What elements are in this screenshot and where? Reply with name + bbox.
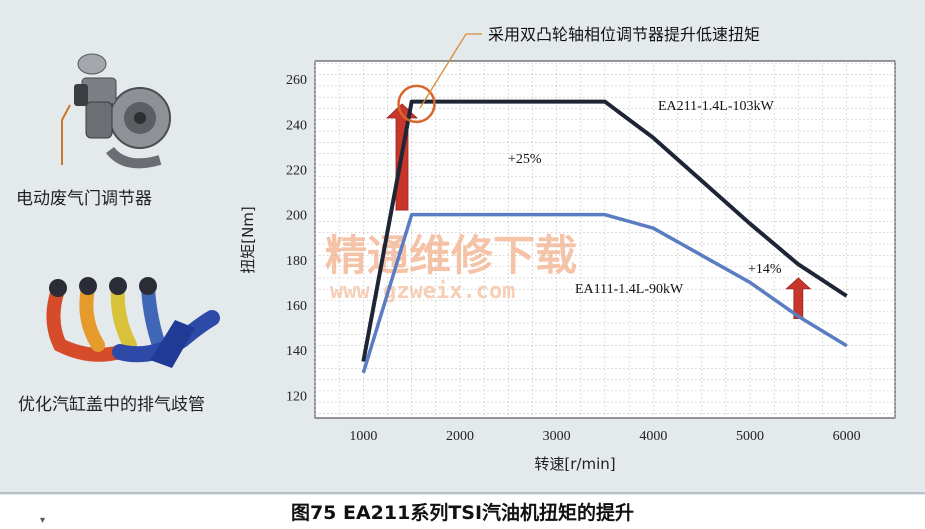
x-tick-label: 6000: [833, 429, 861, 444]
watermark-text: 精通维修下载: [325, 231, 577, 280]
highlight-circle: [397, 84, 436, 124]
label-wastegate-actuator: 电动废气门调节器: [16, 189, 152, 209]
series-lines: [361, 99, 848, 374]
increase-label-25: +25%: [508, 152, 542, 167]
series-label-ea211: EA211-1.4L-103kW: [658, 99, 775, 114]
watermark-url: www.gzweix.com: [330, 279, 515, 304]
annotation-text: 采用双凸轮轴相位调节器提升低速扭矩: [488, 25, 760, 44]
panel-divider: [0, 492, 925, 494]
y-tick-labels: 120 140 160 180 200 220 240 260: [286, 73, 307, 404]
x-tick-label: 2000: [446, 429, 474, 444]
y-axis-label: 扭矩[Nm]: [239, 206, 257, 274]
series-line-ea111: [361, 212, 848, 374]
label-exhaust-manifold: 优化汽缸盖中的排气歧管: [18, 395, 205, 415]
y-tick-label: 260: [286, 73, 307, 88]
y-tick-label: 240: [286, 118, 307, 133]
x-tick-label: 1000: [349, 429, 377, 444]
y-tick-label: 180: [286, 254, 307, 269]
y-tick-label: 140: [286, 344, 307, 359]
series-line-ea211: [361, 99, 848, 362]
x-tick-label: 3000: [543, 429, 571, 444]
scan-mark: ▾: [40, 515, 46, 526]
series-label-ea111: EA111-1.4L-90kW: [575, 282, 684, 297]
y-tick-label: 220: [286, 163, 307, 178]
figure-caption: 图75 EA211系列TSI汽油机扭矩的提升: [290, 502, 635, 524]
exhaust-manifold-icon: [46, 277, 220, 368]
highlight-ring: [397, 84, 436, 124]
x-tick-label: 4000: [639, 429, 667, 444]
annotation-leader: [419, 33, 482, 109]
y-tick-label: 160: [286, 299, 307, 314]
x-tick-labels: 1000 2000 3000 4000 5000 6000: [349, 429, 860, 444]
increase-arrow: [785, 277, 812, 319]
increase-label-14: +14%: [748, 262, 782, 277]
turbocharger-icon: [61, 53, 171, 169]
x-axis-label: 转速[r/min]: [534, 455, 615, 473]
y-tick-label: 200: [286, 209, 307, 224]
y-tick-label: 120: [286, 389, 307, 404]
x-tick-label: 5000: [736, 429, 764, 444]
